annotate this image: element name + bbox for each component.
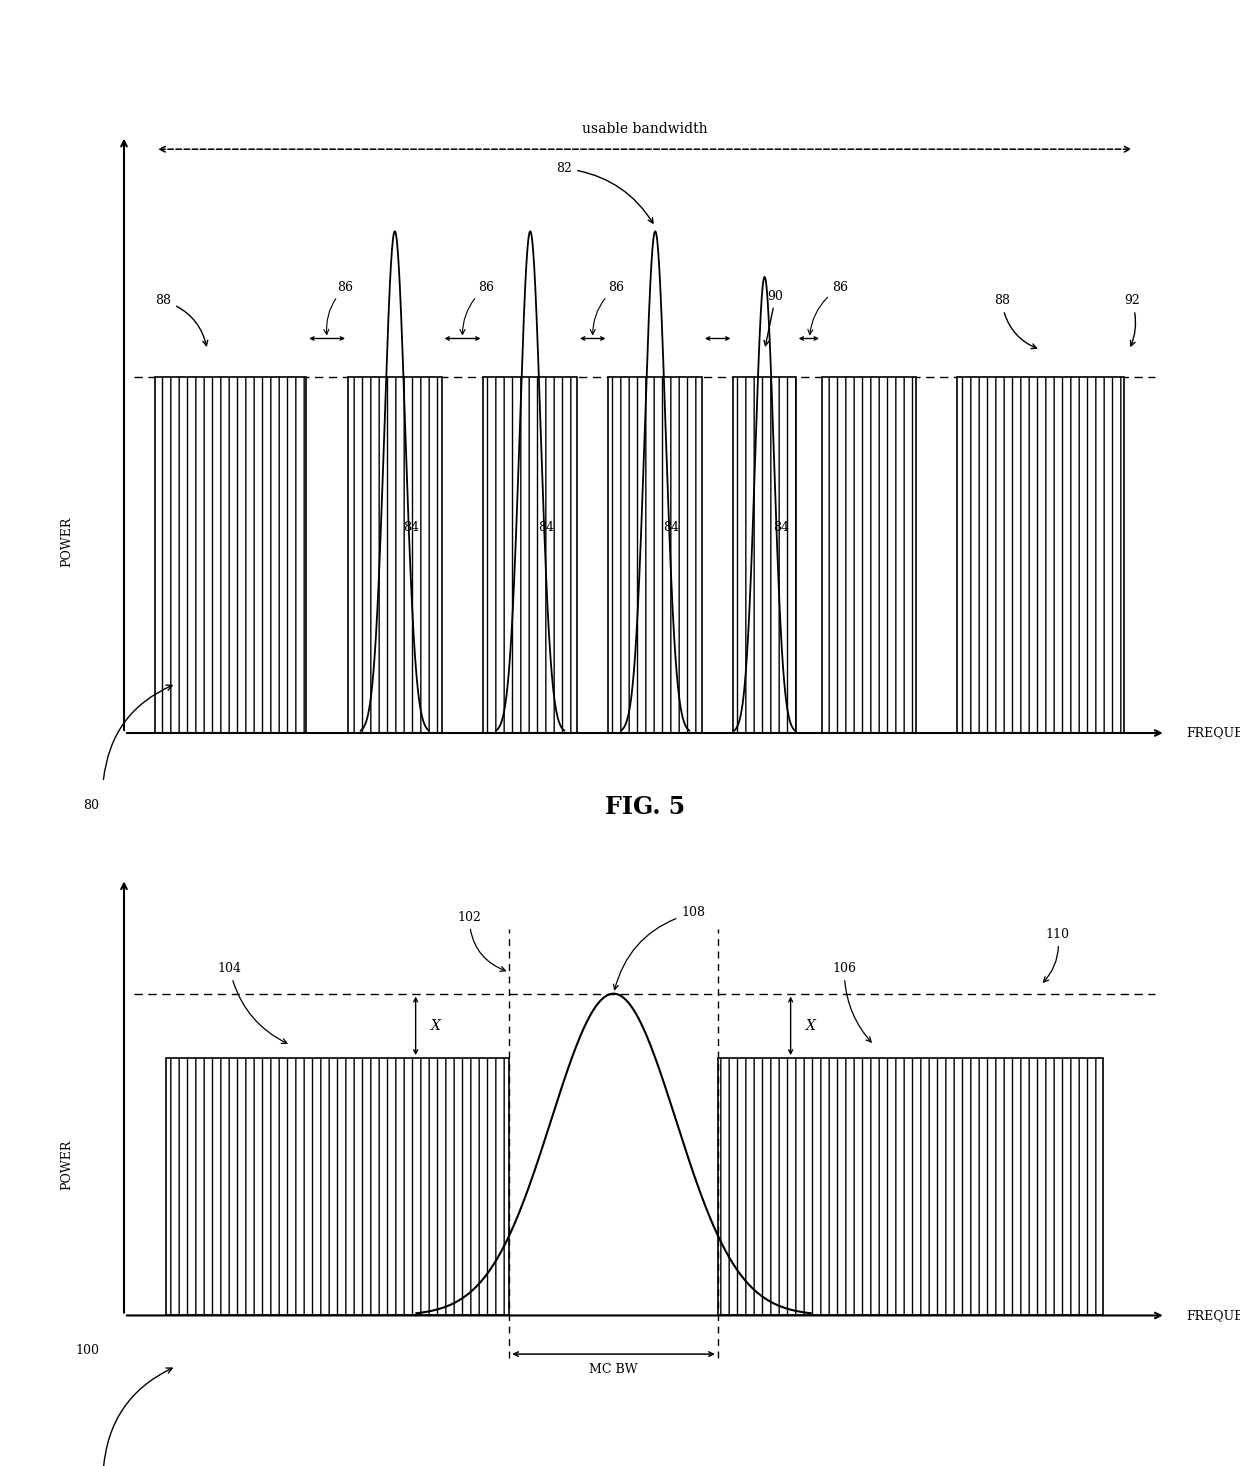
- Text: 104: 104: [218, 962, 286, 1044]
- Text: 110: 110: [1044, 928, 1070, 982]
- Text: 84: 84: [663, 522, 680, 534]
- Bar: [733, 377, 796, 733]
- Text: X: X: [806, 1019, 816, 1034]
- Bar: [718, 1058, 1104, 1315]
- Text: 86: 86: [590, 280, 625, 334]
- Text: 90: 90: [764, 290, 784, 346]
- Text: 92: 92: [1123, 295, 1140, 346]
- Text: usable bandwidth: usable bandwidth: [582, 122, 708, 135]
- Text: 108: 108: [614, 906, 706, 990]
- Text: POWER: POWER: [61, 1141, 73, 1190]
- Text: MC BW: MC BW: [589, 1363, 637, 1375]
- Text: X: X: [432, 1019, 441, 1034]
- Text: FREQUENCY: FREQUENCY: [1187, 727, 1240, 739]
- Text: 86: 86: [807, 280, 848, 334]
- Text: POWER: POWER: [61, 516, 73, 567]
- Bar: [155, 377, 306, 733]
- Text: 84: 84: [773, 522, 789, 534]
- Text: 82: 82: [557, 163, 653, 223]
- Text: 88: 88: [155, 295, 208, 346]
- Text: 100: 100: [76, 1344, 99, 1358]
- Text: 84: 84: [538, 522, 554, 534]
- Text: 80: 80: [83, 799, 99, 812]
- Text: 84: 84: [403, 522, 419, 534]
- Text: 106: 106: [832, 962, 872, 1042]
- Text: 88: 88: [993, 295, 1037, 349]
- Bar: [348, 377, 441, 733]
- Bar: [822, 377, 915, 733]
- Text: 102: 102: [458, 910, 506, 972]
- Text: 86: 86: [460, 280, 495, 334]
- Bar: [609, 377, 702, 733]
- Text: FREQUENCY: FREQUENCY: [1187, 1309, 1240, 1322]
- Bar: [484, 377, 577, 733]
- Text: FIG. 5: FIG. 5: [605, 795, 684, 818]
- Bar: [166, 1058, 510, 1315]
- Bar: [957, 377, 1123, 733]
- Text: 86: 86: [324, 280, 353, 334]
